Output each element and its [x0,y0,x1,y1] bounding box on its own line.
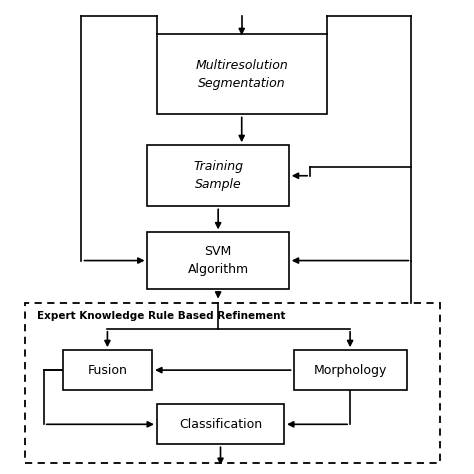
FancyBboxPatch shape [293,350,407,390]
Text: Training
Sample: Training Sample [193,160,243,191]
FancyBboxPatch shape [157,404,284,444]
Text: Expert Knowledge Rule Based Refinement: Expert Knowledge Rule Based Refinement [36,311,285,321]
FancyBboxPatch shape [147,232,289,289]
FancyBboxPatch shape [25,303,439,463]
FancyBboxPatch shape [63,350,152,390]
Text: Classification: Classification [179,418,262,431]
Text: Morphology: Morphology [313,364,387,377]
FancyBboxPatch shape [147,145,289,206]
Text: SVM
Algorithm: SVM Algorithm [188,245,249,276]
Text: Fusion: Fusion [88,364,128,377]
Text: Multiresolution
Segmentation: Multiresolution Segmentation [195,59,288,90]
FancyBboxPatch shape [157,35,327,115]
